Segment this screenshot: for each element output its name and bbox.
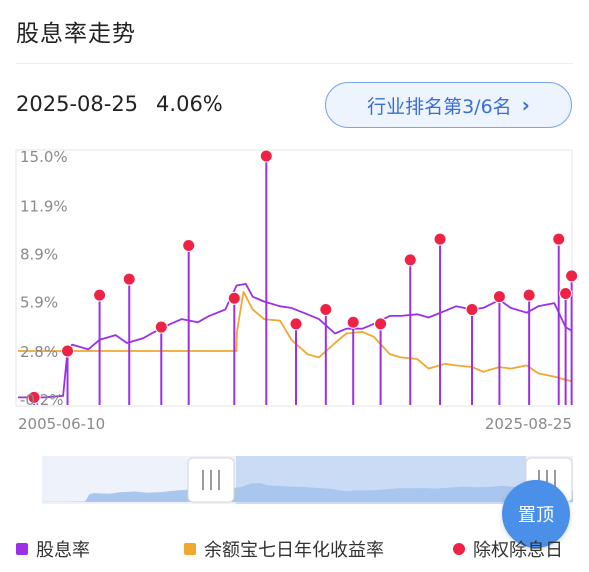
summary-line: 2025-08-25 4.06% xyxy=(16,92,223,116)
divider xyxy=(16,63,573,64)
x-tick-label: 2025-08-25 xyxy=(485,415,572,433)
ex-dividend-dot[interactable] xyxy=(465,302,479,316)
ex-dividend-dot[interactable] xyxy=(182,239,196,253)
y-tick-label: 8.9% xyxy=(20,246,58,264)
x-axis-ticks: 2005-06-10 2025-08-25 xyxy=(18,415,572,433)
summary-value: 4.06% xyxy=(156,92,223,116)
dividend-yield-chart[interactable]: 15.0%11.9%8.9%5.9%2.8%-0.2% 2005-06-10 20… xyxy=(0,140,589,520)
ex-dividend-dot[interactable] xyxy=(374,317,388,331)
ex-dividend-dot[interactable] xyxy=(27,390,41,404)
y-tick-label: -0.2% xyxy=(20,391,64,409)
ex-dividend-dot[interactable] xyxy=(259,149,273,163)
legend-swatch-purple xyxy=(16,543,28,555)
series-line xyxy=(18,283,573,399)
page-title: 股息率走势 xyxy=(16,21,136,47)
legend-label: 余额宝七日年化收益率 xyxy=(204,540,384,561)
legend-swatch-red xyxy=(453,543,465,555)
ex-dividend-dot[interactable] xyxy=(93,288,107,302)
slider-left-handle[interactable] xyxy=(187,457,235,503)
industry-rank-label: 行业排名第3/6名 xyxy=(367,95,512,118)
legend-label: 股息率 xyxy=(36,540,90,561)
ex-dividend-dot[interactable] xyxy=(492,290,506,304)
ex-dividend-dot[interactable] xyxy=(289,317,303,331)
chevron-right-icon: › xyxy=(521,93,530,117)
ex-dividend-dot[interactable] xyxy=(559,286,573,300)
y-tick-label: 11.9% xyxy=(20,198,68,216)
ex-dividend-dot[interactable] xyxy=(122,272,136,286)
series-layer xyxy=(18,283,573,399)
ex-dividend-dot[interactable] xyxy=(319,302,333,316)
ex-dividend-dot[interactable] xyxy=(346,315,360,329)
legend-label: 除权除息日 xyxy=(473,540,563,561)
legend-item-dividend-yield[interactable]: 股息率 xyxy=(16,536,90,562)
ex-dividend-dot[interactable] xyxy=(565,269,579,283)
y-tick-label: 2.8% xyxy=(20,343,58,361)
ex-dividend-dot[interactable] xyxy=(552,232,566,246)
marker-layer xyxy=(27,149,579,405)
legend-swatch-orange xyxy=(184,543,196,555)
ex-dividend-dot[interactable] xyxy=(227,291,241,305)
scroll-to-top-button[interactable]: 置顶 xyxy=(502,480,570,548)
range-slider[interactable] xyxy=(42,456,573,504)
ex-dividend-dot[interactable] xyxy=(522,288,536,302)
ex-dividend-dot[interactable] xyxy=(403,253,417,267)
y-tick-label: 15.0% xyxy=(20,148,68,166)
y-tick-label: 5.9% xyxy=(20,293,58,311)
legend-item-yuebao-yield[interactable]: 余额宝七日年化收益率 xyxy=(184,536,384,562)
y-axis-ticks: 15.0% 11.9% 8.9% 5.9% 2.8% -0.2% xyxy=(20,148,68,409)
legend-item-ex-dividend[interactable]: 除权除息日 xyxy=(453,536,563,562)
ex-dividend-dot[interactable] xyxy=(61,344,75,358)
summary-date: 2025-08-25 xyxy=(16,92,139,116)
ex-dividend-dot[interactable] xyxy=(433,232,447,246)
chart-legend: 股息率 余额宝七日年化收益率 除权除息日 xyxy=(0,536,589,562)
industry-rank-button[interactable]: 行业排名第3/6名 › xyxy=(325,82,572,128)
slider-mini-area xyxy=(42,483,573,502)
series-line xyxy=(18,291,573,383)
ex-dividend-dot[interactable] xyxy=(154,320,168,334)
x-tick-label: 2005-06-10 xyxy=(18,415,105,433)
